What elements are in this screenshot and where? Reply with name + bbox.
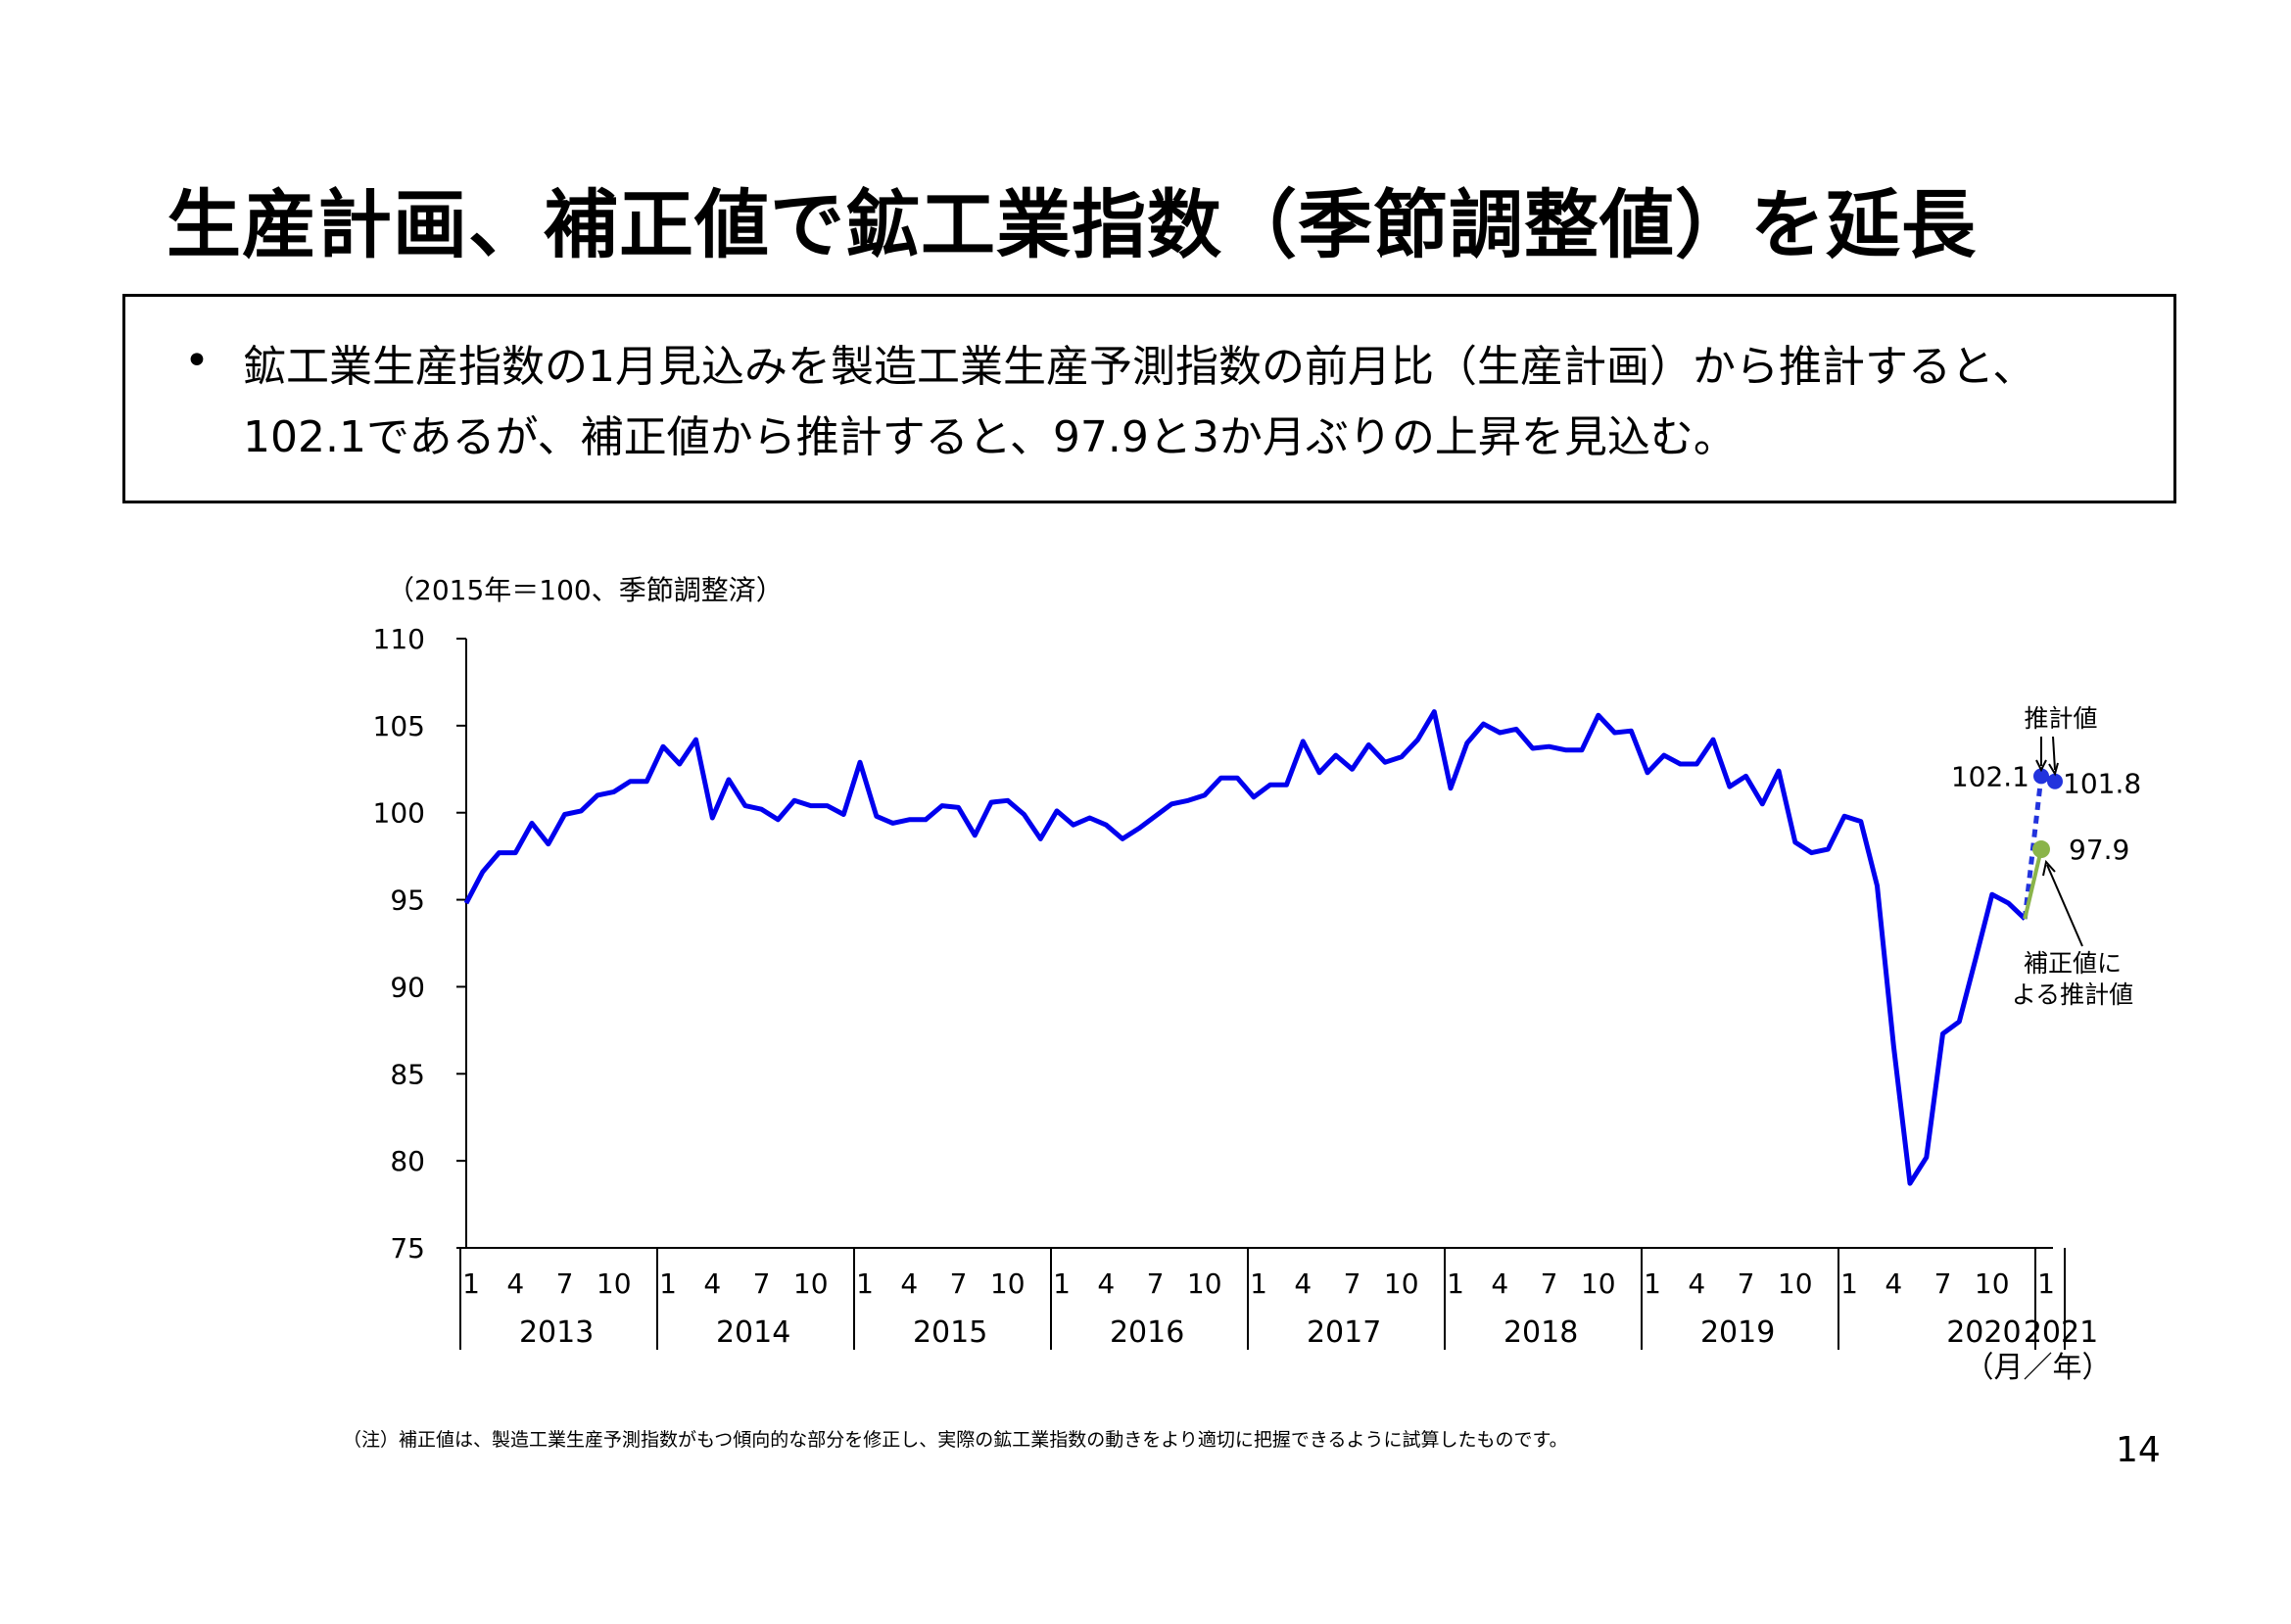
- x-year-label: 2015: [913, 1315, 987, 1350]
- y-tick-label: 75: [390, 1232, 425, 1265]
- plan-forecast-next-label: 101.8: [2063, 768, 2141, 800]
- x-month-label: 10: [1975, 1267, 2010, 1300]
- unit-note: （2015年＝100、季節調整済）: [387, 574, 784, 606]
- plan-annotation-arrowhead: [2035, 759, 2047, 773]
- x-month-label: 10: [990, 1267, 1026, 1300]
- page-number: 14: [2116, 1430, 2161, 1470]
- main-series-line: [463, 709, 2028, 1186]
- x-month-label: 4: [1688, 1267, 1705, 1300]
- x-month-label: 4: [506, 1267, 524, 1300]
- plan-annotation-arrowhead-2: [2048, 762, 2059, 777]
- corrected-annotation-arrowhead: [2042, 859, 2056, 877]
- x-month-label: 7: [556, 1267, 574, 1300]
- x-month-label: 7: [1738, 1267, 1755, 1300]
- corrected-forecast-label: 97.9: [2069, 834, 2129, 866]
- x-year-label: 2013: [519, 1315, 594, 1350]
- corrected-annotation-line1: 補正値に: [2024, 949, 2122, 978]
- x-month-label: 1: [1447, 1267, 1464, 1300]
- x-year-label: 2020: [1946, 1315, 2021, 1350]
- y-tick-label: 85: [390, 1058, 425, 1090]
- bullet-icon: •: [184, 336, 210, 386]
- corrected-forecast-point: [2032, 840, 2050, 859]
- x-month-label: 7: [950, 1267, 968, 1300]
- x-year-label: 2021: [2024, 1315, 2098, 1350]
- x-month-label: 10: [1581, 1267, 1616, 1300]
- slide-title: 生産計画、補正値で鉱工業指数（季節調整値）を延長: [167, 181, 1977, 268]
- x-year-label: 2016: [1110, 1315, 1184, 1350]
- x-year-label: 2019: [1700, 1315, 1775, 1350]
- chart-plot-area: [463, 709, 2063, 1186]
- x-month-label: 10: [1778, 1267, 1813, 1300]
- y-tick-label: 100: [373, 797, 425, 830]
- x-month-label: 1: [856, 1267, 874, 1300]
- x-month-label: 4: [1491, 1267, 1508, 1300]
- summary-box: • 鉱工業生産指数の1月見込みを製造工業生産予測指数の前月比（生産計画）から推計…: [122, 294, 2176, 503]
- x-month-label: 7: [753, 1267, 771, 1300]
- x-month-label: 4: [1294, 1267, 1312, 1300]
- y-tick-label: 110: [373, 623, 425, 655]
- corrected-annotation-line2: よる推計値: [2012, 980, 2133, 1009]
- x-month-label: 1: [1053, 1267, 1071, 1300]
- x-month-label: 4: [703, 1267, 721, 1300]
- x-month-label: 7: [1344, 1267, 1361, 1300]
- y-tick-label: 80: [390, 1145, 425, 1177]
- y-tick-label: 90: [390, 971, 425, 1003]
- x-month-label: 1: [2037, 1267, 2055, 1300]
- plan-forecast-next-point: [2047, 773, 2063, 789]
- plan-annotation-arrow-2: [2052, 736, 2056, 771]
- y-tick-label: 105: [373, 710, 425, 742]
- x-month-label: 10: [597, 1267, 632, 1300]
- x-month-label: 1: [659, 1267, 677, 1300]
- x-month-label: 10: [1384, 1267, 1419, 1300]
- summary-text: 鉱工業生産指数の1月見込みを製造工業生産予測指数の前月比（生産計画）から推計する…: [243, 342, 2036, 462]
- corrected-annotation-arrow: [2046, 864, 2083, 947]
- y-tick-label: 95: [390, 884, 425, 917]
- corrected-forecast-line: [2023, 848, 2043, 920]
- x-month-label: 1: [1250, 1267, 1267, 1300]
- x-year-label: 2014: [716, 1315, 790, 1350]
- x-month-label: 7: [1934, 1267, 1952, 1300]
- footnote: （注）補正値は、製造工業生産予測指数がもつ傾向的な部分を修正し、実際の鉱工業指数…: [343, 1429, 1568, 1451]
- x-month-label: 7: [1541, 1267, 1558, 1300]
- x-month-label: 10: [793, 1267, 829, 1300]
- x-year-label: 2017: [1307, 1315, 1381, 1350]
- x-month-label: 1: [1840, 1267, 1858, 1300]
- plan-annotation: 推計値: [2024, 704, 2097, 733]
- x-month-label: 7: [1147, 1267, 1165, 1300]
- x-month-label: 10: [1187, 1267, 1222, 1300]
- x-month-label: 4: [1097, 1267, 1115, 1300]
- x-month-label: 4: [900, 1267, 918, 1300]
- x-month-label: 1: [462, 1267, 480, 1300]
- plan-forecast-label: 102.1: [1951, 760, 2029, 792]
- x-month-label: 4: [1885, 1267, 1902, 1300]
- x-month-label: 1: [1644, 1267, 1661, 1300]
- x-axis-label: （月／年）: [1965, 1351, 2112, 1385]
- x-year-label: 2018: [1503, 1315, 1578, 1350]
- plan-forecast-point: [2033, 768, 2049, 785]
